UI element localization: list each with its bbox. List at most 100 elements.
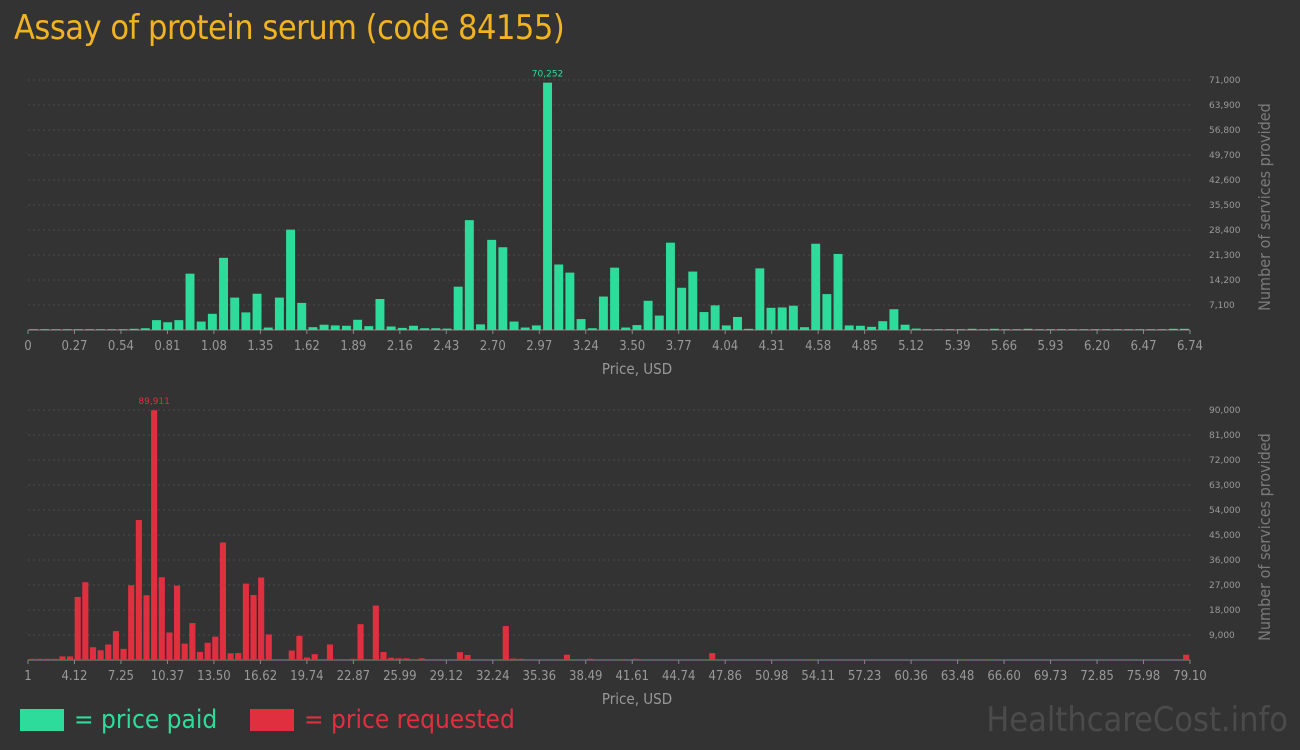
watermark-logo[interactable]: HealthcareCost.info (986, 700, 1288, 740)
bar-requested (128, 585, 135, 660)
bar-requested (907, 659, 915, 660)
bar-paid (654, 315, 664, 330)
bar-requested (250, 595, 257, 660)
bar-requested (533, 659, 540, 660)
bar-paid (1034, 329, 1044, 330)
bar-paid (1179, 328, 1189, 330)
x-tick-label: 2.16 (387, 339, 413, 354)
bar-requested (747, 659, 754, 660)
bar-requested (976, 659, 983, 660)
bar-requested (953, 659, 960, 660)
bar-requested (900, 659, 907, 660)
bar-paid (855, 325, 865, 330)
bar-paid (632, 325, 642, 330)
bar-requested (59, 656, 66, 660)
x-tick-label: 63.48 (941, 669, 974, 684)
bar-requested (1060, 659, 1067, 660)
bar-requested (120, 648, 127, 660)
bar-paid (531, 325, 541, 330)
bar-requested (479, 659, 486, 660)
bar-requested (923, 659, 930, 660)
x-tick-label: 4.12 (61, 669, 87, 684)
bar-requested (992, 659, 999, 660)
bar-requested (862, 659, 869, 660)
bar-paid (464, 220, 474, 330)
bar-paid (755, 268, 765, 330)
bar-requested (319, 659, 326, 660)
bar-requested (151, 410, 158, 660)
x-tick-label: 22.87 (337, 669, 370, 684)
bar-paid (263, 327, 273, 330)
bar-requested (441, 659, 448, 660)
bar-requested (961, 659, 968, 660)
bar-requested (143, 595, 150, 660)
bar-requested (678, 659, 685, 660)
bar-requested (716, 659, 723, 660)
bar-requested (1091, 659, 1098, 660)
bar-paid (140, 328, 150, 330)
bar-paid (297, 302, 307, 330)
bar-requested (548, 659, 555, 660)
bar-paid (967, 328, 977, 330)
bar-paid (431, 328, 441, 330)
bar-paid (62, 329, 72, 330)
y-tick-label: 35,500 (1209, 201, 1241, 211)
bar-requested (349, 658, 356, 660)
bar-requested (97, 650, 104, 660)
y-tick-label: 56,800 (1209, 126, 1241, 136)
bar-requested (219, 542, 226, 660)
bar-requested (388, 657, 395, 660)
bar-requested (793, 659, 800, 660)
bar-requested (946, 659, 953, 660)
bar-paid (844, 325, 854, 330)
bar-requested (808, 659, 815, 660)
x-tick-label: 50.98 (755, 669, 788, 684)
bar-requested (357, 624, 364, 660)
bar-requested (602, 659, 609, 660)
x-tick-label: 6.74 (1177, 339, 1203, 354)
bar-paid (1168, 328, 1178, 330)
x-tick-label: 2.70 (480, 339, 506, 354)
x-tick-label: 60.36 (894, 669, 927, 684)
y-tick-label: 9,000 (1209, 631, 1235, 641)
bar-requested (311, 654, 318, 660)
bar-requested (640, 659, 647, 660)
bar-paid (956, 329, 966, 330)
x-tick-label: 54.11 (801, 669, 834, 684)
bar-paid (1079, 329, 1089, 330)
bar-paid (878, 321, 888, 330)
bar-requested (1129, 659, 1136, 660)
x-tick-label: 1.89 (340, 339, 366, 354)
bar-paid (364, 326, 374, 330)
bar-requested (1121, 659, 1129, 660)
x-tick-label: 66.60 (987, 669, 1020, 684)
bar-requested (166, 632, 173, 660)
y-tick-label: 45,000 (1209, 531, 1241, 541)
bar-requested (709, 653, 716, 660)
x-tick-label: 4.58 (805, 339, 831, 354)
y-axis-label: Number of services provided (1255, 103, 1274, 311)
x-tick-label: 3.24 (573, 339, 599, 354)
bar-requested (670, 659, 678, 660)
bar-paid (230, 297, 240, 330)
x-tick-label: 72.85 (1080, 669, 1113, 684)
y-tick-label: 21,300 (1209, 251, 1241, 261)
x-tick-label: 29.12 (430, 669, 463, 684)
bar-requested (915, 659, 922, 660)
bar-requested (586, 658, 593, 660)
bar-paid (219, 257, 228, 330)
bar-paid (129, 328, 139, 330)
bar-requested (854, 659, 861, 660)
bar-paid (498, 247, 508, 330)
bar-requested (227, 653, 234, 660)
y-tick-label: 63,000 (1209, 481, 1241, 491)
x-tick-label: 13.50 (197, 669, 230, 684)
bar-paid (811, 243, 821, 330)
bar-requested (762, 659, 769, 660)
bar-requested (411, 659, 418, 660)
bar-requested (1007, 659, 1014, 660)
x-tick-label: 75.98 (1127, 669, 1160, 684)
bar-requested (579, 659, 586, 660)
x-tick-label: 1.62 (294, 339, 320, 354)
bar-requested (464, 655, 471, 660)
